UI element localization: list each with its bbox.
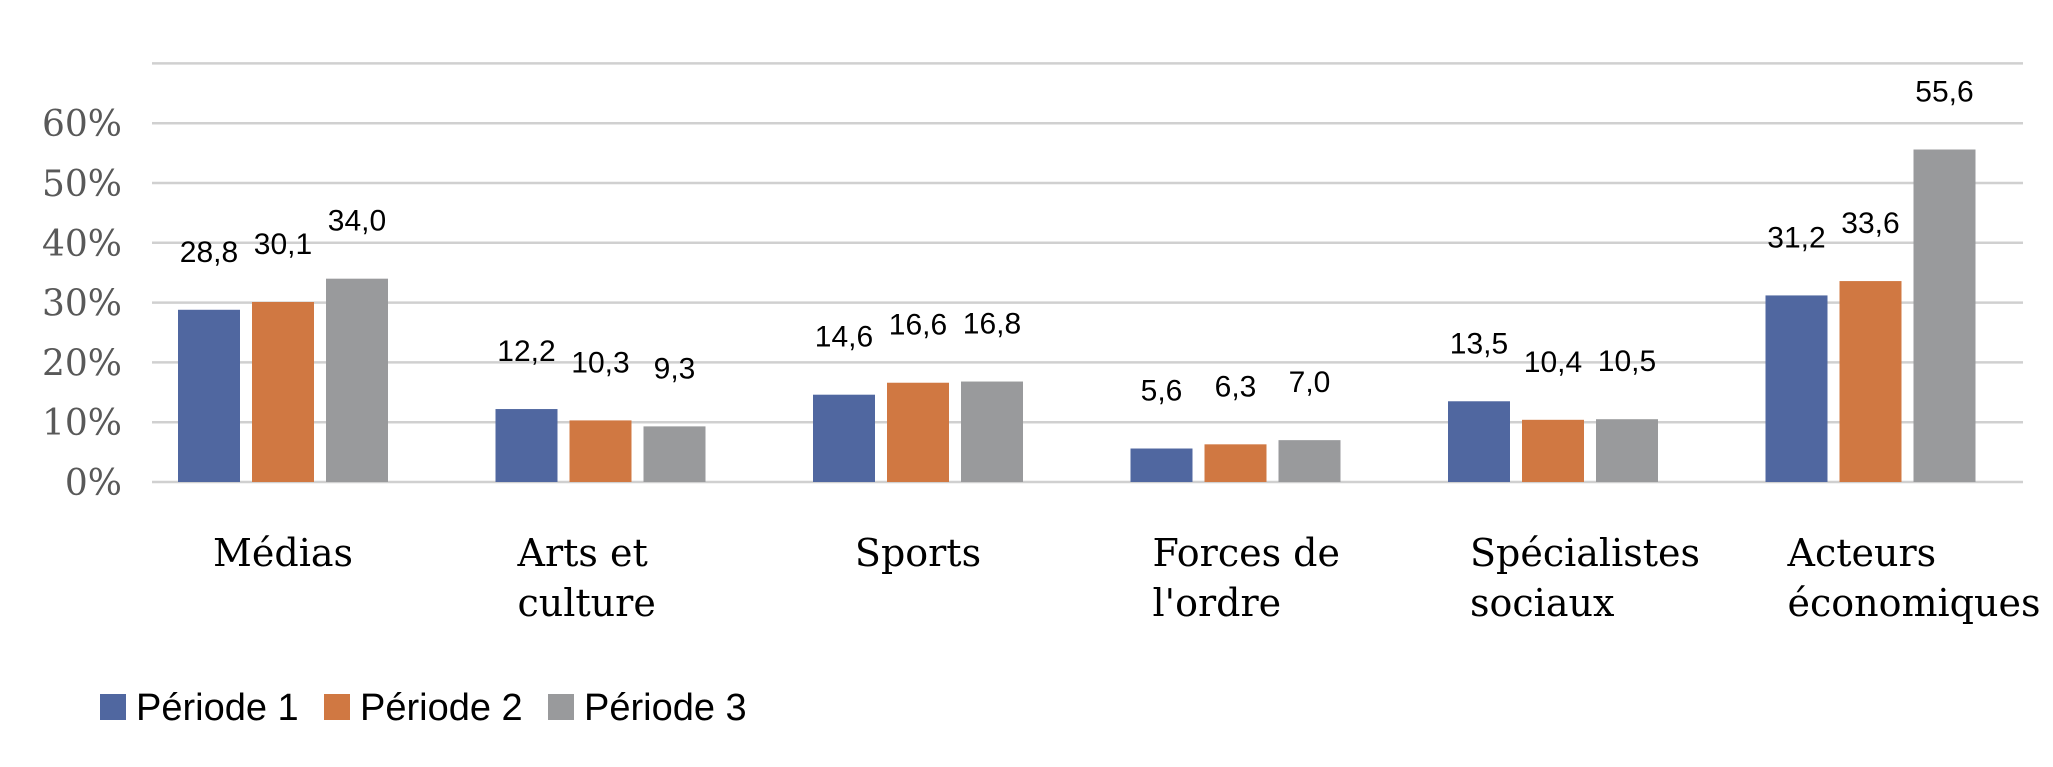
legend-item: Période 1: [100, 687, 299, 729]
data-label: 33,6: [1841, 207, 1899, 240]
bar: [252, 302, 314, 482]
legend-item: Période 2: [324, 687, 523, 729]
legend-label: Période 1: [136, 687, 299, 729]
data-label: 28,8: [180, 236, 238, 269]
data-label: 10,3: [571, 346, 629, 379]
bar: [887, 382, 949, 482]
bar: [1278, 440, 1341, 482]
data-label: 10,5: [1598, 345, 1656, 378]
data-label: 7,0: [1289, 366, 1331, 399]
data-labels: 28,8 30,1 34,0 12,2 10,3 9,3 14,6 16,6 16,8 5,6 6,…: [180, 76, 1974, 408]
x-tick-label: Médias: [213, 531, 353, 575]
bar: [178, 309, 240, 482]
data-label: 13,5: [1450, 327, 1508, 360]
bars: [178, 149, 1976, 482]
bar: [326, 278, 388, 482]
bar: [495, 409, 558, 482]
legend-label: Période 3: [584, 687, 747, 729]
bar: [813, 394, 875, 482]
data-label: 34,0: [328, 205, 386, 238]
legend: Période 1 Période 2 Période 3: [100, 687, 747, 729]
y-axis: 0% 10% 20% 30% 40% 50% 60%: [42, 104, 122, 504]
bar: [643, 426, 706, 482]
data-label: 16,6: [889, 309, 947, 342]
data-label: 6,3: [1215, 370, 1257, 403]
legend-swatch: [100, 694, 126, 720]
x-tick-label: Forces de l'ordre: [1153, 531, 1341, 625]
data-label: 14,6: [815, 321, 873, 354]
y-tick-label: 10%: [42, 403, 122, 444]
bar: [1913, 149, 1976, 482]
gridlines: [152, 62, 2023, 484]
y-tick-label: 0%: [65, 463, 122, 504]
bar: [1522, 419, 1584, 482]
data-label: 12,2: [497, 335, 555, 368]
legend-swatch: [324, 694, 350, 720]
y-tick-label: 40%: [42, 224, 122, 265]
x-tick-label: Sports: [855, 531, 981, 575]
bar: [1448, 401, 1510, 482]
x-axis: Médias Arts et culture Sports Forces de l'ord…: [213, 531, 2041, 625]
bar: [1130, 448, 1193, 482]
data-label: 30,1: [254, 228, 312, 261]
data-label: 5,6: [1141, 375, 1183, 408]
data-label: 16,8: [963, 308, 1021, 341]
data-label: 10,4: [1524, 346, 1582, 379]
bar: [961, 381, 1023, 482]
bar: [1839, 281, 1902, 482]
data-label: 9,3: [654, 352, 696, 385]
data-label: 31,2: [1767, 221, 1825, 254]
legend-item: Période 3: [548, 687, 747, 729]
x-tick-label: Spécialistes sociaux: [1470, 531, 1700, 625]
y-tick-label: 60%: [42, 104, 122, 145]
legend-swatch: [548, 694, 574, 720]
bar: [1765, 295, 1828, 482]
x-tick-label: Acteurs économiques: [1787, 531, 2041, 625]
bar: [569, 420, 632, 482]
y-tick-label: 50%: [42, 164, 122, 205]
bar: [1204, 444, 1267, 482]
data-label: 55,6: [1915, 76, 1973, 109]
y-tick-label: 20%: [42, 343, 122, 384]
legend-label: Période 2: [360, 687, 523, 729]
bar: [1596, 419, 1658, 482]
x-tick-label: Arts et culture: [517, 531, 656, 625]
y-tick-label: 30%: [42, 284, 122, 325]
